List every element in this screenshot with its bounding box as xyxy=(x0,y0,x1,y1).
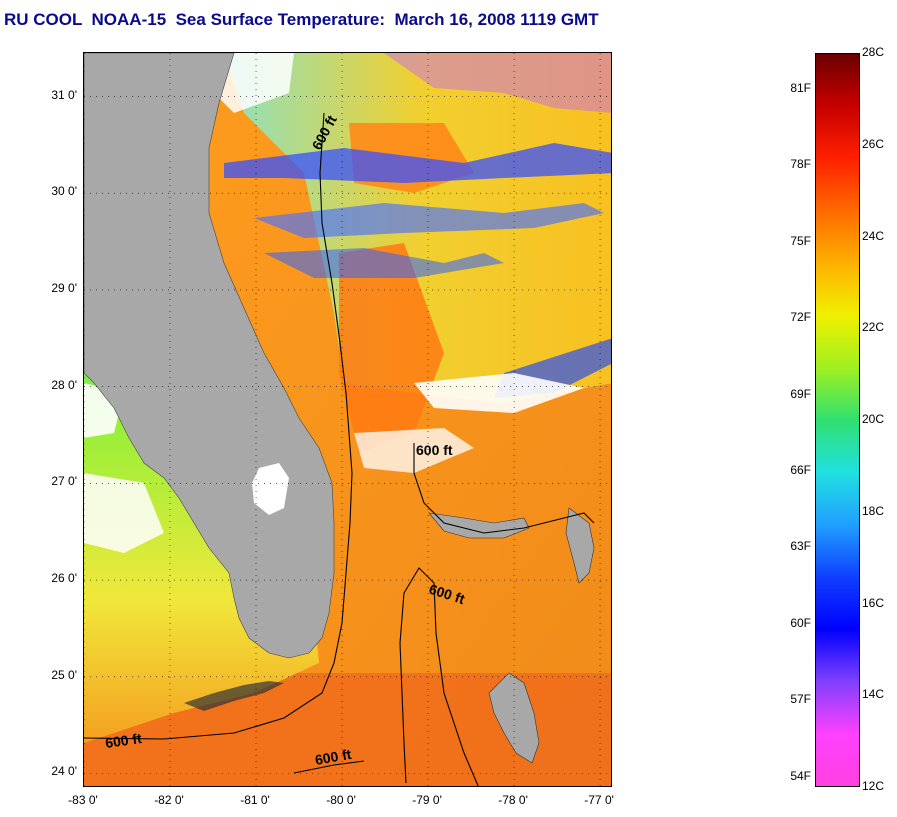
lon-tick-label: -80 0' xyxy=(326,793,356,807)
isobath-south xyxy=(293,760,365,774)
gulf-stream xyxy=(339,243,444,453)
lon-tick-label: -83 0' xyxy=(68,793,98,807)
grand-bahama-land xyxy=(428,512,530,539)
andros-land xyxy=(488,672,540,764)
isobath-label: 600 ft xyxy=(416,442,453,458)
lon-tick-label: -78 0' xyxy=(498,793,528,807)
isobath-label: 600 ft xyxy=(104,730,143,751)
lake-okeechobee xyxy=(252,463,289,515)
cool-streak-3 xyxy=(264,248,504,278)
cool-streak-2 xyxy=(254,203,604,238)
colorbar-celsius-label: 18C xyxy=(862,503,885,518)
colorbar-celsius-label: 22C xyxy=(862,320,885,335)
lat-tick-label: 24 0' xyxy=(51,764,77,779)
lat-tick-label: 29 0' xyxy=(51,280,77,295)
colorbar-celsius-label: 16C xyxy=(862,595,885,610)
lon-tick-label: -79 0' xyxy=(412,793,442,807)
lat-tick-label: 25 0' xyxy=(51,667,77,682)
isobath-label: 600 ft xyxy=(314,746,353,768)
keys-land xyxy=(184,681,284,711)
temperature-colorbar xyxy=(815,53,860,787)
lon-tick-label: -81 0' xyxy=(240,793,270,807)
cloud-patch-5 xyxy=(214,53,294,113)
lon-tick-label: -77 0' xyxy=(584,793,614,807)
lat-tick-label: 26 0' xyxy=(51,571,77,586)
map-title: RU COOL NOAA-15 Sea Surface Temperature:… xyxy=(4,10,599,29)
colorbar-fahrenheit-label: 66F xyxy=(790,462,811,477)
colorbar-celsius-label: 28C xyxy=(862,45,885,59)
lat-tick-label: 31 0' xyxy=(51,87,77,102)
cloud-patch-3 xyxy=(84,473,164,553)
colorbar-fahrenheit-label: 54F xyxy=(790,768,811,783)
colorbar-celsius-label: 14C xyxy=(862,687,885,702)
colorbar-fahrenheit-label: 63F xyxy=(790,539,811,554)
sst-map: 600 ft 600 ft 600 ft 600 ft 600 ft xyxy=(83,52,612,787)
colorbar-celsius-label: 26C xyxy=(862,136,885,151)
abaco-land xyxy=(565,507,595,584)
cloud-patch-1 xyxy=(414,373,584,413)
isobath-florida xyxy=(84,112,353,740)
lon-tick-label: -82 0' xyxy=(154,793,184,807)
colorbar-fahrenheit-label: 81F xyxy=(790,80,811,95)
lat-tick-label: 28 0' xyxy=(51,377,77,392)
colorbar-fahrenheit-label: 75F xyxy=(790,233,811,248)
colorbar-fahrenheit-label: 69F xyxy=(790,386,811,401)
cold-cloud-top xyxy=(384,53,611,113)
colorbar-celsius-label: 24C xyxy=(862,228,885,243)
colorbar-fahrenheit-label: 72F xyxy=(790,310,811,325)
colorbar-fahrenheit-label: 78F xyxy=(790,157,811,172)
isobath-bahamas-north xyxy=(413,443,595,534)
isobath-bahamas-inner xyxy=(399,567,479,786)
colorbar-celsius-label: 20C xyxy=(862,412,885,426)
colorbar-celsius-label: 12C xyxy=(862,779,885,793)
lat-tick-label: 27 0' xyxy=(51,474,77,489)
colorbar-fahrenheit-label: 57F xyxy=(790,692,811,707)
colorbar-fahrenheit-label: 60F xyxy=(790,615,811,630)
lat-tick-label: 30 0' xyxy=(51,184,77,199)
